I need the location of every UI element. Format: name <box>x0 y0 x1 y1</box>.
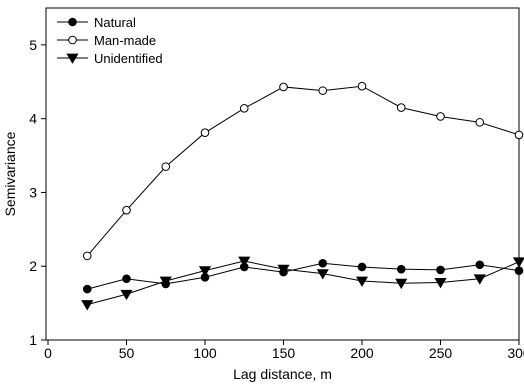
y-tick-label: 5 <box>29 37 37 53</box>
legend-label: Man-made <box>94 33 156 48</box>
data-point-unidentified <box>434 278 447 289</box>
data-point-natural <box>82 284 92 294</box>
x-axis-title: Lag distance, m <box>233 366 332 382</box>
data-point-unidentified <box>512 257 524 268</box>
data-point-unidentified <box>355 276 369 287</box>
axes: 0 50 100 150 200 250 300 1 2 3 4 5 Lag distance, m Se… <box>2 7 524 382</box>
data-point-unidentified <box>395 278 408 290</box>
data-point-natural <box>436 265 445 275</box>
data-point-unidentified <box>159 276 172 287</box>
x-tick-label: 100 <box>193 345 217 361</box>
data-point-man-made <box>436 112 445 121</box>
data-point-man-made <box>200 128 210 137</box>
x-tick-label: 250 <box>429 345 453 361</box>
data-point-unidentified <box>277 264 290 276</box>
legend-item-unidentified: Unidentified <box>57 51 163 66</box>
series-natural <box>82 258 524 294</box>
data-point-man-made <box>122 205 131 215</box>
data-point-man-made <box>357 81 367 91</box>
data-point-man-made <box>514 130 524 140</box>
data-point-man-made <box>318 86 328 95</box>
x-tick-label: 50 <box>119 345 135 361</box>
series-layer <box>81 81 524 311</box>
x-tick-label: 150 <box>272 345 296 361</box>
series-unidentified <box>81 256 524 311</box>
y-tick-label: 1 <box>29 332 37 348</box>
x-tick-label: 300 <box>507 345 524 361</box>
legend: Natural Man-made Unidentified <box>57 15 163 66</box>
legend-marker <box>68 17 77 27</box>
data-point-natural <box>357 262 367 272</box>
y-tick-label: 4 <box>29 111 37 127</box>
data-point-unidentified <box>120 289 133 301</box>
data-point-unidentified <box>81 300 94 311</box>
plot-frame <box>45 7 520 341</box>
legend-item-natural: Natural <box>57 15 136 30</box>
data-point-man-made <box>396 103 406 112</box>
legend-marker <box>68 35 77 45</box>
legend-item-man-made: Man-made <box>57 33 156 48</box>
data-point-natural <box>396 264 406 274</box>
y-tick-label: 2 <box>29 258 37 274</box>
y-axis-title: Semivariance <box>2 131 18 216</box>
data-point-unidentified <box>198 266 212 277</box>
legend-label: Unidentified <box>94 51 163 66</box>
data-point-natural <box>318 258 328 268</box>
legend-marker <box>66 53 79 64</box>
data-point-man-made <box>279 82 288 92</box>
data-point-natural <box>514 266 524 275</box>
series-line-unidentified <box>87 260 520 306</box>
data-point-natural <box>122 274 131 284</box>
series-man-made <box>82 81 524 261</box>
data-point-man-made <box>161 162 171 171</box>
data-point-unidentified <box>473 274 486 285</box>
data-point-unidentified <box>316 269 329 280</box>
x-tick-label: 0 <box>44 345 52 361</box>
data-point-man-made <box>82 251 92 261</box>
data-point-man-made <box>239 104 249 113</box>
y-tick-label: 3 <box>29 184 37 200</box>
data-point-man-made <box>475 118 485 127</box>
data-point-natural <box>475 260 485 270</box>
series-line-man-made <box>86 85 520 257</box>
x-tick-label: 200 <box>350 345 374 361</box>
legend-label: Natural <box>94 15 136 30</box>
data-point-unidentified <box>238 256 251 267</box>
